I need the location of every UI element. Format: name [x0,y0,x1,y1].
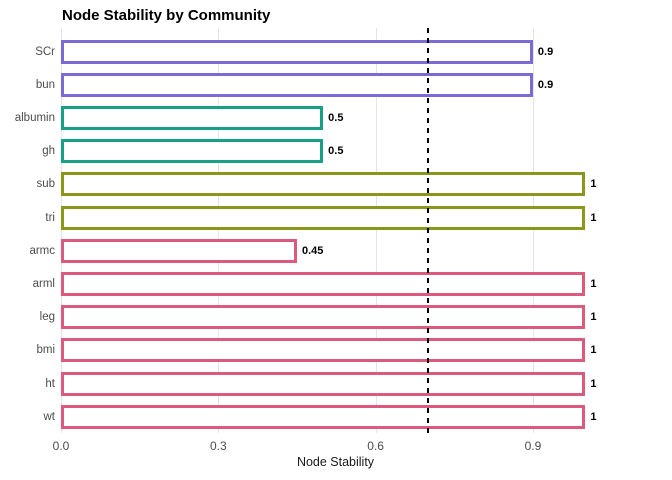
bar-tri [61,205,586,230]
bar-arml [61,271,586,296]
bar-row-ht: 1 [61,371,610,396]
x-axis-title: Node Stability [296,455,375,469]
bar-value-label-wt: 1 [590,410,597,423]
y-axis-label-bmi: bmi [36,344,55,357]
bar-value-label-bmi: 1 [590,344,597,357]
bar-leg [61,305,586,330]
bar-albumin [61,105,324,130]
y-axis-label-tri: tri [45,211,55,224]
x-tick-label: 0.0 [52,439,70,453]
bar-row-SCr: 0.9 [61,39,610,64]
bar-ht [61,371,586,396]
gridline-x-0.0 [61,28,62,433]
y-axis-labels: SCr bun albumin gh sub tri armc arml leg bmi ht wt [0,28,55,433]
bar-value-label-sub: 1 [590,178,597,191]
plot-panel: 0.9 0.9 0.5 0.5 1 1 0.45 1 1 1 1 1 [61,28,610,433]
y-axis-label-wt: wt [43,410,56,423]
bar-value-label-bun: 0.9 [537,78,554,91]
bar-row-arml: 1 [61,271,610,296]
x-tick-label: 0.9 [524,439,542,453]
bar-row-tri: 1 [61,205,610,230]
y-axis-label-bun: bun [35,78,55,91]
bar-row-albumin: 0.5 [61,105,610,130]
bar-row-bmi: 1 [61,338,610,363]
bar-row-sub: 1 [61,172,610,197]
bar-value-label-arml: 1 [590,277,597,290]
y-axis-label-gh: gh [42,145,55,158]
bar-gh [61,139,324,164]
bar-value-label-leg: 1 [590,311,597,324]
y-axis-label-leg: leg [39,311,55,324]
chart-title: Node Stability by Community [62,7,271,24]
bar-row-armc: 0.45 [61,238,610,263]
bar-value-label-gh: 0.5 [328,145,344,158]
y-axis-label-SCr: SCr [35,45,55,58]
bar-row-wt: 1 [61,404,610,429]
bar-sub [61,172,586,197]
bar-SCr [61,39,533,64]
y-axis-label-arml: arml [32,277,55,290]
x-tick-label: 0.6 [367,439,384,453]
bar-row-bun: 0.9 [61,72,610,97]
bar-value-label-tri: 1 [590,211,597,224]
bar-bun [61,72,533,97]
gridline-x-0.9 [532,28,534,433]
bar-wt [61,404,586,429]
y-axis-label-sub: sub [36,178,55,191]
bar-value-label-armc: 0.45 [301,244,324,257]
bar-row-leg: 1 [61,305,610,330]
x-tick-label: 0.3 [209,439,227,453]
bar-armc [61,238,297,263]
y-axis-label-ht: ht [45,377,55,390]
y-axis-label-albumin: albumin [14,111,55,124]
y-axis-label-armc: armc [29,244,55,257]
gridline-x-0.6 [375,28,377,433]
bar-bmi [61,338,586,363]
bar-value-label-SCr: 0.9 [537,45,554,58]
bar-row-gh: 0.5 [61,139,610,164]
bar-value-label-albumin: 0.5 [328,111,344,124]
reference-line-0.7 [427,28,430,433]
bar-value-label-ht: 1 [590,377,597,390]
gridline-x-0.3 [218,28,220,433]
